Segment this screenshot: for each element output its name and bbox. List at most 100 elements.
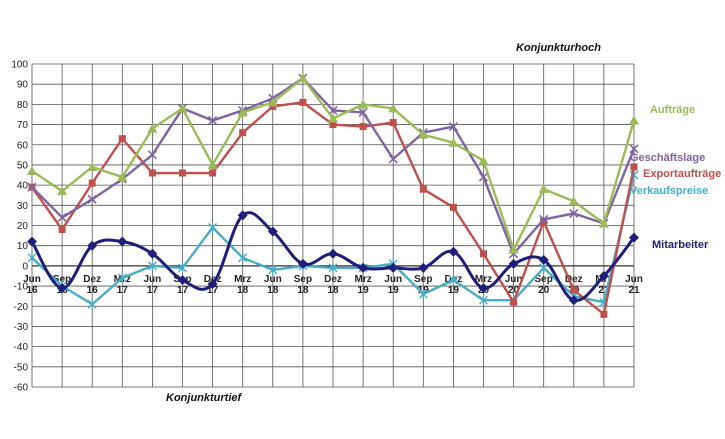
y-tick-label: 20 xyxy=(17,221,29,232)
y-tick-label: 100 xyxy=(11,60,28,71)
data-point-auftr-ge xyxy=(57,186,68,196)
x-tick-label-year: 17 xyxy=(147,285,159,296)
data-point-verkaufspreise xyxy=(268,264,278,275)
data-point-verkaufspreise xyxy=(147,260,157,271)
x-tick-label-month: Dez xyxy=(565,274,583,285)
y-tick-label: -50 xyxy=(14,362,29,373)
data-point-auftr-ge xyxy=(418,129,429,139)
data-point-auftr-ge xyxy=(508,244,519,254)
data-point-mitarbeiter xyxy=(538,254,549,265)
data-point-mitarbeiter xyxy=(267,226,278,237)
y-tick-label: 80 xyxy=(17,100,29,111)
data-point-exportauftr-ge xyxy=(389,119,397,127)
data-point-exportauftr-ge xyxy=(58,226,66,234)
data-point-gesch-ftslage xyxy=(539,214,549,225)
data-point-auftr-ge xyxy=(147,123,158,133)
x-tick-label-month: Dez xyxy=(324,274,342,285)
annotation-konjunkturtief: Konjunkturtief xyxy=(166,392,242,404)
data-point-gesch-ftslage xyxy=(87,194,97,204)
x-tick-label-month: Jun xyxy=(505,274,523,285)
x-tick-label-month: Jun xyxy=(144,274,162,285)
data-point-exportauftr-ge xyxy=(329,121,337,129)
data-point-mitarbeiter xyxy=(237,210,248,221)
y-tick-label: 70 xyxy=(17,120,29,131)
data-point-auftr-ge xyxy=(177,103,188,113)
data-point-auftr-ge xyxy=(629,115,639,125)
data-point-verkaufspreise xyxy=(117,272,127,283)
data-point-auftr-ge xyxy=(448,137,459,147)
x-tick-label-year: 16 xyxy=(26,285,38,296)
data-point-verkaufspreise xyxy=(27,252,37,263)
y-tick-label: -60 xyxy=(14,383,29,394)
data-point-verkaufspreise xyxy=(238,252,248,263)
legend-label-auftr-ge: Aufträge xyxy=(650,104,695,116)
x-tick-label-month: Sep xyxy=(294,274,312,285)
data-point-exportauftr-ge xyxy=(419,185,427,193)
data-point-exportauftr-ge xyxy=(540,217,548,225)
data-point-mitarbeiter xyxy=(57,283,68,294)
legend-label-mitarbeiter: Mitarbeiter xyxy=(652,239,709,251)
data-point-exportauftr-ge xyxy=(480,250,487,258)
y-tick-label: -10 xyxy=(14,282,29,293)
data-point-mitarbeiter xyxy=(629,232,639,243)
x-tick-label-month: Mrz xyxy=(475,274,492,285)
x-tick-label-year: 18 xyxy=(327,285,339,296)
data-point-mitarbeiter xyxy=(448,246,459,257)
y-tick-label: 10 xyxy=(17,241,29,252)
y-tick-label: -20 xyxy=(14,302,29,313)
data-point-mitarbeiter xyxy=(27,236,37,247)
data-point-mitarbeiter xyxy=(358,262,369,273)
y-tick-label: -40 xyxy=(14,342,29,353)
x-tick-label-year: 17 xyxy=(177,285,189,296)
x-tick-label-year: 19 xyxy=(358,285,370,296)
data-point-mitarbeiter xyxy=(207,279,218,290)
data-point-exportauftr-ge xyxy=(209,169,217,177)
x-tick-label-year: 17 xyxy=(117,285,129,296)
data-point-exportauftr-ge xyxy=(118,135,126,143)
data-point-auftr-ge xyxy=(388,103,399,113)
data-point-gesch-ftslage xyxy=(478,172,489,182)
x-tick-label-month: Sep xyxy=(414,274,432,285)
data-point-exportauftr-ge xyxy=(299,98,307,106)
data-point-mitarbeiter xyxy=(418,262,429,273)
data-point-exportauftr-ge xyxy=(179,169,186,177)
y-tick-label: 50 xyxy=(17,160,29,171)
data-point-exportauftr-ge xyxy=(600,310,608,318)
x-tick-label-year: 19 xyxy=(448,285,460,296)
data-point-exportauftr-ge xyxy=(359,123,367,131)
x-tick-label-year: 16 xyxy=(87,285,99,296)
data-point-auftr-ge xyxy=(328,113,338,123)
x-tick-label-year: 19 xyxy=(388,285,400,296)
data-point-gesch-ftslage xyxy=(208,115,218,126)
data-point-auftr-ge xyxy=(87,161,98,171)
x-tick-label-month: Jun xyxy=(625,274,643,285)
x-tick-label-month: Mrz xyxy=(354,274,371,285)
data-point-auftr-ge xyxy=(237,107,248,117)
x-tick-label-month: Mrz xyxy=(234,274,251,285)
x-tick-label-month: Sep xyxy=(53,274,71,285)
x-tick-label-year: 18 xyxy=(297,285,309,296)
legend: Aufträge Geschäftslage Exportaufträge Verka… xyxy=(630,104,721,251)
data-point-auftr-ge xyxy=(27,165,37,175)
data-point-mitarbeiter xyxy=(478,283,489,294)
y-tick-label: 60 xyxy=(17,140,29,151)
data-point-auftr-ge xyxy=(117,172,128,182)
x-tick-label-month: Jun xyxy=(384,274,402,285)
data-point-mitarbeiter xyxy=(598,270,609,281)
data-point-gesch-ftslage xyxy=(448,122,458,132)
x-tick-label-month: Sep xyxy=(535,274,553,285)
data-point-gesch-ftslage xyxy=(57,212,67,222)
y-tick-label: 0 xyxy=(22,261,28,272)
x-tick-label-year: 18 xyxy=(267,285,279,296)
data-point-verkaufspreise xyxy=(178,262,187,273)
data-point-verkaufspreise xyxy=(208,222,218,233)
data-point-verkaufspreise xyxy=(479,295,488,306)
data-point-exportauftr-ge xyxy=(148,169,156,177)
data-point-gesch-ftslage xyxy=(629,144,639,154)
x-tick-label-year: 21 xyxy=(598,285,610,296)
data-point-exportauftr-ge xyxy=(510,298,518,306)
data-point-gesch-ftslage xyxy=(358,107,368,118)
data-point-auftr-ge xyxy=(478,155,489,165)
data-point-auftr-ge xyxy=(538,184,549,194)
